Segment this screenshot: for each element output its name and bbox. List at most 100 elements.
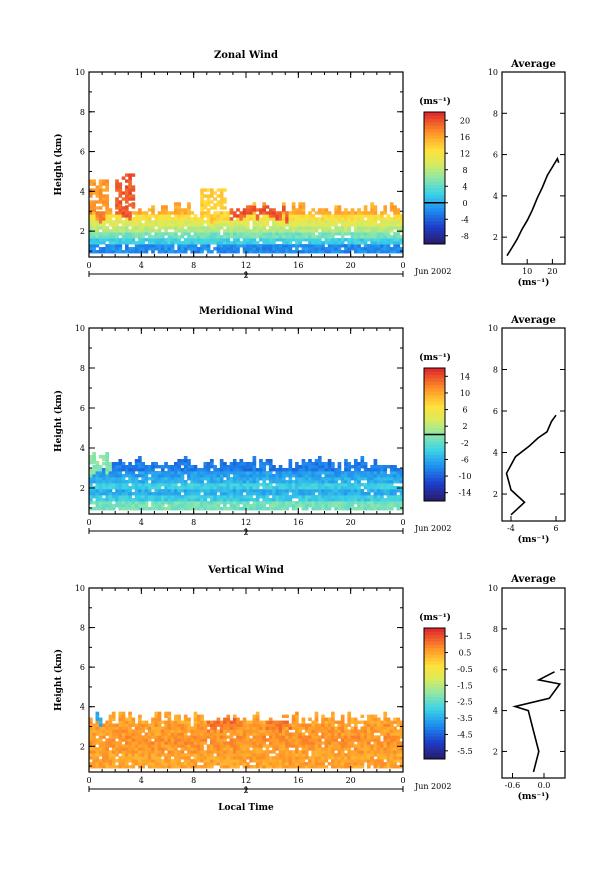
- day-label: 2: [243, 528, 248, 537]
- x-tick-label: 20: [346, 776, 356, 785]
- x-tick-label: 4: [139, 261, 144, 270]
- profile-y-tick-label: 8: [493, 109, 498, 118]
- y-tick-label: 2: [80, 742, 85, 751]
- colorbar-tick-label: 16: [460, 133, 470, 142]
- date-label: Jun 2002: [414, 524, 451, 533]
- profile-title: Average: [510, 315, 556, 326]
- x-tick-label: 0: [400, 776, 405, 785]
- y-tick-label: 6: [80, 148, 85, 157]
- colorbar-tick-label: -8: [461, 232, 469, 241]
- x-tick-label: 0: [86, 776, 91, 785]
- profile-y-tick-label: 10: [488, 324, 498, 333]
- y-tick-label: 8: [80, 108, 85, 117]
- colorbar-tick-label: -4.5: [457, 730, 472, 739]
- y-tick-label: 4: [80, 703, 85, 712]
- y-axis-label: Height (km): [53, 390, 64, 452]
- profile-y-tick-label: 10: [488, 584, 498, 593]
- y-axis-label: Height (km): [53, 133, 64, 195]
- colorbar: [424, 368, 445, 502]
- colorbar-tick-label: 12: [460, 149, 470, 158]
- profile-y-tick-label: 8: [493, 625, 498, 634]
- x-tick-label: 8: [191, 518, 196, 527]
- profile-xlabel: (ms⁻¹): [518, 277, 550, 288]
- x-tick-label: 12: [241, 261, 251, 270]
- x-tick-label: 4: [139, 776, 144, 785]
- y-tick-label: 8: [80, 364, 85, 373]
- colorbar-tick-label: -2: [461, 439, 469, 448]
- colorbar-tick-label: -1.5: [457, 681, 472, 690]
- colorbar-frame: [423, 627, 446, 760]
- y-tick-label: 4: [80, 444, 85, 453]
- y-tick-label: 10: [75, 584, 85, 593]
- profile-x-tick-label: -4: [507, 524, 515, 533]
- day-label: 2: [243, 786, 248, 795]
- y-tick-label: 6: [80, 663, 85, 672]
- heatmap-cells: [89, 452, 404, 511]
- colorbar-unit: (ms⁻¹): [419, 96, 451, 107]
- x-axis-label: Local Time: [218, 803, 274, 813]
- colorbar-tick-label: 20: [460, 116, 470, 125]
- colorbar-unit: (ms⁻¹): [419, 612, 451, 623]
- average-profile: Average 2 4 6 8 10 10 20(ms⁻¹): [488, 59, 566, 288]
- date-label: Jun 2002: [414, 782, 451, 791]
- profile-x-tick-label: 20: [547, 267, 557, 276]
- colorbar-tick-label: -14: [459, 489, 472, 498]
- x-tick-label: 20: [346, 518, 356, 527]
- chart-title: Meridional Wind: [199, 306, 293, 317]
- colorbar-tick-label: 2: [462, 422, 467, 431]
- profile-y-tick-label: 2: [493, 490, 498, 499]
- x-tick-label: 0: [400, 518, 405, 527]
- colorbar-tick-label: 4: [462, 182, 467, 191]
- x-tick-label: 0: [86, 261, 91, 270]
- panel-2: Meridional Wind 2 4 6 8 10 0 4 8 12 16 20 0 Height (k…: [53, 306, 566, 545]
- profile-y-tick-label: 6: [493, 407, 498, 416]
- y-tick-label: 4: [80, 187, 85, 196]
- y-tick-label: 6: [80, 404, 85, 413]
- average-profile: Average 2 4 6 8 10 -0.6 0.0(ms⁻¹): [488, 574, 566, 802]
- profile-frame: [501, 71, 566, 265]
- profile-y-tick-label: 8: [493, 366, 498, 375]
- colorbar: [424, 112, 445, 245]
- day-label: 2: [243, 271, 248, 280]
- profile-xlabel: (ms⁻¹): [518, 791, 550, 802]
- y-tick-label: 2: [80, 227, 85, 236]
- x-tick-label: 16: [293, 776, 303, 785]
- colorbar: [424, 628, 445, 760]
- profile-frame: [501, 327, 566, 522]
- profile-frame: [501, 587, 566, 779]
- profile-y-tick-label: 4: [493, 192, 498, 201]
- colorbar-unit: (ms⁻¹): [419, 352, 451, 363]
- profile-x-tick-label: 10: [522, 267, 532, 276]
- colorbar-tick-label: -0.5: [457, 665, 472, 674]
- colorbar-tick-label: 0.5: [459, 649, 472, 658]
- profile-y-tick-label: 2: [493, 233, 498, 242]
- colorbar-tick-label: -3.5: [457, 714, 472, 723]
- profile-line: [506, 156, 560, 257]
- colorbar-tick-label: -2.5: [457, 698, 472, 707]
- profile-x-tick-label: 6: [553, 524, 558, 533]
- heatmap-cells: [89, 173, 404, 254]
- colorbar-tick-label: 14: [460, 372, 470, 381]
- profile-line: [505, 414, 557, 516]
- colorbar-tick-label: -5.5: [457, 747, 472, 756]
- x-tick-label: 20: [346, 261, 356, 270]
- profile-y-tick-label: 6: [493, 151, 498, 160]
- x-tick-label: 16: [293, 261, 303, 270]
- colorbar-tick-label: 0: [462, 199, 467, 208]
- panel-1: Zonal Wind 2 4 6 8 10 0 4 8 12 16 20 0 Height (km) 2 Ju…: [53, 50, 566, 288]
- date-label: Jun 2002: [414, 267, 451, 276]
- x-tick-label: 4: [139, 518, 144, 527]
- chart-title: Zonal Wind: [214, 50, 278, 61]
- x-tick-label: 8: [191, 261, 196, 270]
- colorbar-frame: [423, 111, 446, 245]
- profile-y-tick-label: 10: [488, 68, 498, 77]
- x-tick-label: 12: [241, 776, 251, 785]
- colorbar-tick-label: 6: [462, 406, 467, 415]
- y-tick-label: 8: [80, 624, 85, 633]
- profile-y-tick-label: 4: [493, 449, 498, 458]
- colorbar-tick-label: 1.5: [459, 632, 472, 641]
- panel-3: Vertical Wind 2 4 6 8 10 0 4 8 12 16 20 0 Height (km)…: [53, 565, 566, 813]
- profile-y-tick-label: 2: [493, 747, 498, 756]
- profile-title: Average: [510, 574, 556, 585]
